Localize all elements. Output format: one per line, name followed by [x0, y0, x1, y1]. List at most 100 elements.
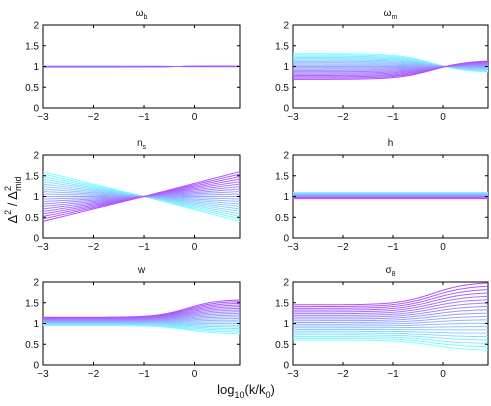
x-tick-label: −3 [287, 369, 299, 380]
panel-title-sub: b [143, 14, 147, 21]
y-tick-label: 1.5 [275, 171, 289, 182]
series-line [293, 285, 488, 308]
curves-group [293, 282, 488, 351]
panel-title-main: ω [136, 8, 144, 19]
series-line [293, 305, 488, 318]
series-line [293, 336, 488, 344]
y-tick-label: 0 [283, 361, 289, 372]
y-tick-label: 2 [283, 21, 289, 32]
series-line [43, 299, 240, 318]
x-tick-label: −3 [37, 242, 49, 253]
panel-title-main: ω [384, 8, 392, 19]
panel-title: h [388, 138, 394, 149]
panel-5: −3 −2 −1 0 0 0.5 1 1.5 2 w [25, 265, 241, 380]
y-tick-label: 0.5 [275, 213, 289, 224]
x-tick-label: 0 [440, 112, 446, 123]
y-tick-label: 1.5 [25, 41, 39, 52]
series-line [293, 319, 488, 325]
y-tick-label: 2 [283, 151, 289, 162]
series-line [293, 337, 488, 348]
panel-title-main: σ [385, 265, 392, 276]
y-tick-label: 0 [283, 104, 289, 115]
panel-1: −3 −2 −1 0 0 0.5 1 1.5 2 ωb [25, 8, 241, 123]
series-line [293, 334, 488, 341]
x-tick-label: 0 [440, 369, 446, 380]
panel-title-main: h [388, 138, 394, 149]
y-tick-label: 0 [33, 361, 39, 372]
y-tick-label: 1 [33, 192, 39, 203]
x-tick-label: −2 [337, 242, 349, 253]
y-tick-label: 1.5 [275, 41, 289, 52]
x-tick-label: −2 [337, 369, 349, 380]
y-tick-label: 2 [283, 278, 289, 289]
curves-group [293, 191, 488, 200]
x-tick-label: −1 [138, 112, 150, 123]
series-line [293, 322, 488, 327]
panel-title: ωm [384, 8, 398, 21]
series-line [293, 289, 488, 309]
series-line [293, 332, 488, 338]
panel-title-sub: m [391, 14, 397, 21]
series-line [293, 339, 488, 351]
x-tick-label: −2 [337, 112, 349, 123]
series-line [293, 302, 488, 316]
series-line [293, 60, 488, 80]
x-tick-label: −3 [287, 112, 299, 123]
x-tick-label: 0 [192, 369, 198, 380]
x-tick-label: −1 [138, 242, 150, 253]
panel-2: −3 −2 −1 0 0 0.5 1 1.5 2 ωm [275, 8, 489, 123]
y-axis-label: Δ2 / Δ2mid [3, 176, 23, 223]
x-tick-label: −3 [287, 242, 299, 253]
panel-3: −3 −2 −1 0 0 0.5 1 1.5 2 ns [25, 138, 241, 253]
series-line [293, 295, 488, 313]
panel-title: ns [137, 138, 147, 151]
series-line [293, 282, 488, 306]
series-line [293, 330, 488, 334]
series-line [43, 171, 240, 222]
x-tick-label: 0 [192, 112, 198, 123]
y-tick-label: 1.5 [25, 298, 39, 309]
series-line [43, 65, 240, 68]
y-tick-label: 0.5 [25, 340, 39, 351]
x-axis-label: log10(k/k0) [217, 382, 275, 400]
x-tick-label: 0 [192, 242, 198, 253]
x-tick-label: −1 [138, 369, 150, 380]
y-tick-label: 1 [33, 62, 39, 73]
panel-title: ωb [136, 8, 148, 21]
curves-group [293, 53, 488, 80]
x-tick-label: −3 [37, 112, 49, 123]
curves-group [43, 65, 240, 68]
y-tick-label: 1 [283, 192, 289, 203]
x-tick-label: −2 [88, 369, 100, 380]
panel-4: −3 −2 −1 0 0 0.5 1 1.5 2 h [275, 138, 489, 253]
x-tick-label: −3 [37, 369, 49, 380]
y-tick-label: 1 [33, 319, 39, 330]
panel-title-main: n [137, 138, 143, 149]
y-tick-label: 0 [283, 234, 289, 245]
curves-group [43, 299, 240, 335]
panel-title-sub: 8 [392, 271, 396, 278]
y-tick-label: 0 [33, 234, 39, 245]
y-tick-label: 0 [33, 104, 39, 115]
y-tick-label: 0.5 [275, 83, 289, 94]
y-tick-label: 0.5 [275, 340, 289, 351]
series-line [293, 326, 488, 329]
y-tick-label: 0.5 [25, 213, 39, 224]
series-line [293, 312, 488, 322]
curves-group [43, 171, 240, 222]
panel-title: w [137, 265, 146, 276]
y-tick-label: 1.5 [25, 171, 39, 182]
series-line [293, 316, 488, 323]
panel-title: σ8 [385, 265, 395, 278]
series-line [293, 309, 488, 320]
x-tick-label: −1 [387, 369, 399, 380]
x-tick-label: −1 [387, 112, 399, 123]
x-tick-label: 0 [440, 242, 446, 253]
series-line [293, 299, 488, 315]
x-tick-label: −2 [88, 242, 100, 253]
y-tick-label: 2 [33, 21, 39, 32]
x-tick-label: −1 [387, 242, 399, 253]
series-line [293, 292, 488, 311]
y-tick-label: 1 [283, 319, 289, 330]
